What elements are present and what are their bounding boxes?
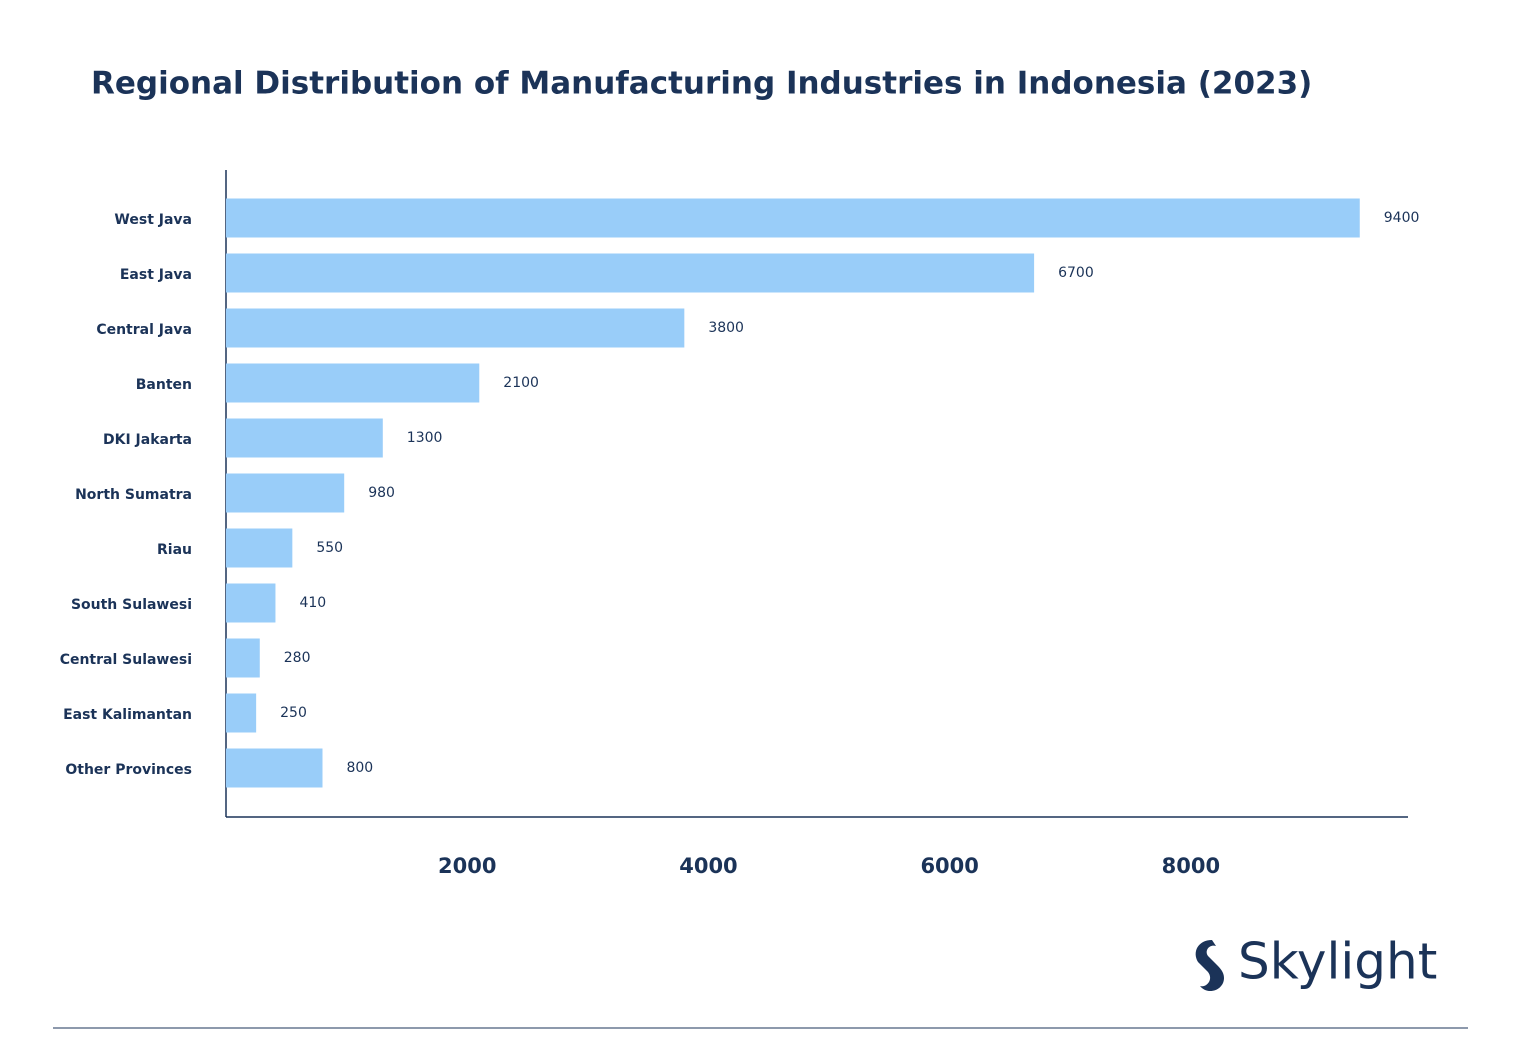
value-label: 410 (299, 595, 326, 611)
logo-text: Skylight (1238, 933, 1437, 991)
chart-title: Regional Distribution of Manufacturing I… (91, 66, 1312, 102)
y-tick-label: Central Java (96, 322, 192, 338)
bar (226, 418, 383, 458)
value-label: 1300 (407, 430, 443, 446)
y-tick-label: East Java (120, 267, 192, 283)
bar (226, 473, 345, 513)
value-label: 2100 (503, 375, 539, 391)
value-label: 250 (280, 705, 307, 721)
y-tick-label: Banten (136, 377, 192, 393)
value-label: 550 (316, 540, 343, 556)
bar (226, 363, 480, 403)
x-tick-label: 4000 (679, 854, 737, 878)
y-tick-label: Riau (157, 542, 192, 558)
y-tick-label: South Sulawesi (71, 597, 192, 613)
x-tick-label: 6000 (920, 854, 978, 878)
y-tick-label: North Sumatra (75, 487, 192, 503)
bar (226, 638, 260, 678)
y-tick-label: Central Sulawesi (60, 652, 192, 668)
bar (226, 308, 685, 348)
value-label: 980 (368, 485, 395, 501)
value-label: 800 (346, 760, 373, 776)
y-tick-label: West Java (114, 212, 192, 228)
bar (226, 583, 276, 623)
bar (226, 748, 323, 788)
bar (226, 198, 1360, 238)
x-tick-label: 8000 (1162, 854, 1220, 878)
x-tick-label: 2000 (438, 854, 496, 878)
bar (226, 528, 293, 568)
value-label: 6700 (1058, 265, 1094, 281)
value-label: 3800 (708, 320, 744, 336)
bar (226, 693, 257, 733)
y-tick-label: East Kalimantan (63, 707, 192, 723)
logo-icon (1195, 940, 1224, 992)
y-tick-label: Other Provinces (65, 762, 192, 778)
logo: Skylight (1195, 933, 1437, 992)
y-tick-label: DKI Jakarta (103, 432, 192, 448)
bar (226, 253, 1035, 293)
value-label: 280 (284, 650, 311, 666)
value-label: 9400 (1384, 210, 1420, 226)
